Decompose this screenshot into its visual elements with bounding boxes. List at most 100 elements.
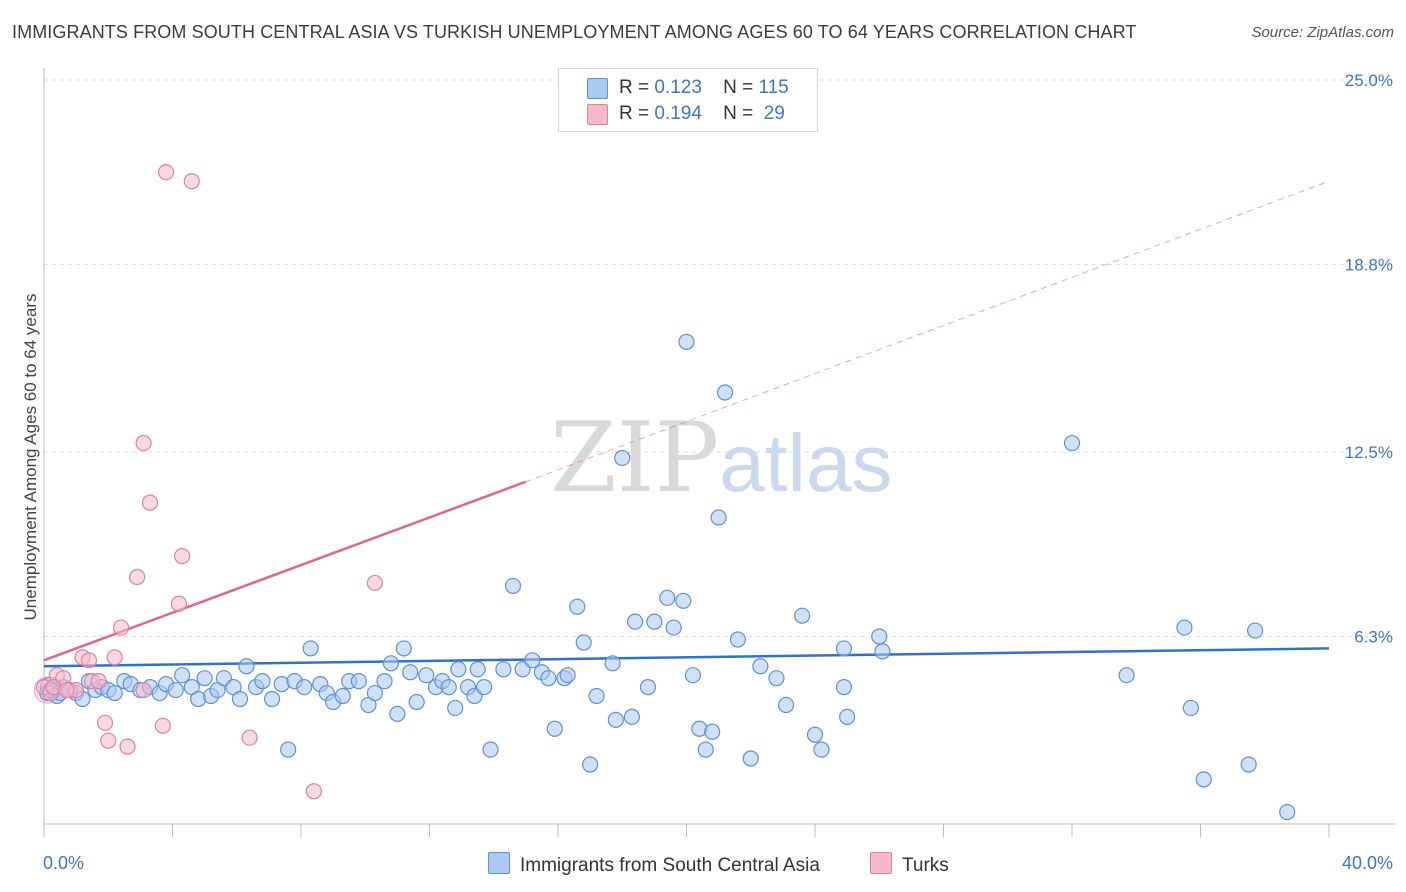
point-turks: [135, 681, 152, 699]
point-turks: [183, 173, 200, 190]
bottom-legend-swatch-blue: [488, 852, 510, 874]
point-turks: [106, 649, 123, 666]
tick-labels: 6.3% 12.5% 18.8% 25.0% 0.0% 40.0% Unemployment…: [21, 71, 1393, 873]
y-axis-title: Unemployment Among Ages 60 to 64 years: [21, 294, 40, 621]
point-immigrants: [402, 664, 419, 681]
source-label: Source: ZipAtlas.com: [1251, 24, 1394, 41]
legend-r-label: R =: [619, 77, 650, 98]
point-immigrants: [382, 655, 400, 672]
point-turks: [366, 574, 383, 592]
point-immigrants: [1182, 699, 1199, 717]
point-immigrants: [1240, 756, 1257, 773]
point-immigrants: [806, 726, 824, 743]
point-turks: [135, 434, 152, 452]
point-immigrants: [280, 741, 297, 758]
point-turks: [305, 783, 322, 800]
point-immigrants: [697, 741, 714, 758]
point-immigrants: [646, 613, 663, 630]
bottom-legend-swatch-pink: [870, 852, 892, 874]
watermark-zip: ZIP: [550, 402, 720, 514]
point-turks: [141, 494, 159, 511]
legend-swatch-pink: [587, 104, 608, 125]
watermark: ZIPatlas: [550, 402, 892, 514]
point-immigrants: [302, 640, 319, 657]
point-immigrants: [582, 756, 599, 773]
point-immigrants: [639, 679, 657, 696]
point-immigrants: [813, 741, 830, 758]
point-immigrants: [839, 708, 856, 725]
point-immigrants: [835, 640, 853, 657]
point-immigrants: [678, 333, 695, 350]
legend-n-label: N =: [723, 77, 754, 98]
point-immigrants: [389, 705, 406, 722]
point-immigrants: [704, 723, 721, 740]
point-immigrants: [334, 687, 351, 705]
x-tick-label-max: 40.0%: [1342, 853, 1393, 873]
point-immigrants: [482, 741, 499, 758]
point-immigrants: [768, 670, 785, 687]
y-tick-label: 6.3%: [1354, 628, 1393, 647]
point-immigrants: [376, 673, 393, 690]
point-turks: [80, 652, 98, 669]
point-immigrants: [588, 687, 605, 705]
point-immigrants: [794, 607, 811, 624]
point-immigrants: [476, 679, 493, 696]
point-immigrants: [569, 598, 586, 615]
point-immigrants: [575, 634, 592, 651]
point-immigrants: [440, 679, 457, 696]
point-immigrants: [742, 750, 759, 767]
point-immigrants: [196, 670, 213, 687]
point-immigrants: [835, 679, 853, 696]
point-immigrants: [684, 667, 702, 684]
point-immigrants: [546, 720, 563, 737]
point-immigrants: [1176, 619, 1193, 636]
legend-n-value-2: 29: [763, 103, 785, 124]
point-turks: [129, 568, 146, 586]
y-tick-label: 25.0%: [1345, 71, 1393, 90]
point-immigrants: [604, 655, 621, 672]
bottom-legend-series1: Immigrants from South Central Asia: [488, 852, 820, 877]
point-immigrants: [626, 613, 644, 630]
correlation-legend: R = 0.123 N = 115 R = 0.194 N = 29: [558, 68, 818, 132]
point-immigrants: [710, 509, 727, 526]
point-immigrants: [167, 681, 184, 699]
point-immigrants: [418, 667, 435, 684]
legend-r-value-1: 0.123: [654, 77, 702, 98]
point-turks: [90, 673, 107, 690]
point-turks: [174, 548, 191, 565]
point-immigrants: [874, 643, 891, 660]
legend-r-value-2: 0.194: [654, 103, 702, 124]
point-immigrants: [395, 640, 412, 657]
point-immigrants: [1195, 771, 1212, 788]
point-immigrants: [607, 711, 624, 728]
point-immigrants: [254, 673, 271, 690]
point-immigrants: [777, 696, 795, 714]
point-immigrants: [1247, 622, 1264, 639]
bottom-legend-series2: Turks: [870, 852, 949, 877]
point-immigrants: [524, 652, 541, 669]
point-turks: [241, 729, 258, 746]
point-immigrants: [450, 661, 467, 678]
point-turks: [170, 595, 188, 612]
point-immigrants: [752, 658, 769, 675]
legend-n-label: N =: [723, 103, 754, 124]
y-tick-label: 12.5%: [1345, 443, 1393, 462]
watermark-atlas: atlas: [719, 418, 893, 509]
point-turks: [112, 619, 130, 636]
point-immigrants: [1118, 667, 1135, 684]
point-immigrants: [238, 658, 255, 675]
chart-title: IMMIGRANTS FROM SOUTH CENTRAL ASIA VS TU…: [12, 22, 1137, 42]
point-immigrants: [504, 577, 522, 595]
point-turks: [100, 732, 117, 749]
trend-line-turks-extension: [525, 180, 1330, 483]
point-immigrants: [1279, 803, 1296, 821]
point-immigrants: [716, 384, 734, 401]
trend-line-immigrants: [43, 647, 1330, 668]
point-immigrants: [659, 589, 676, 606]
point-immigrants: [559, 667, 576, 684]
point-turks: [157, 164, 175, 181]
legend-r-label: R =: [619, 103, 650, 124]
point-immigrants: [263, 690, 281, 708]
point-immigrants: [614, 449, 631, 467]
